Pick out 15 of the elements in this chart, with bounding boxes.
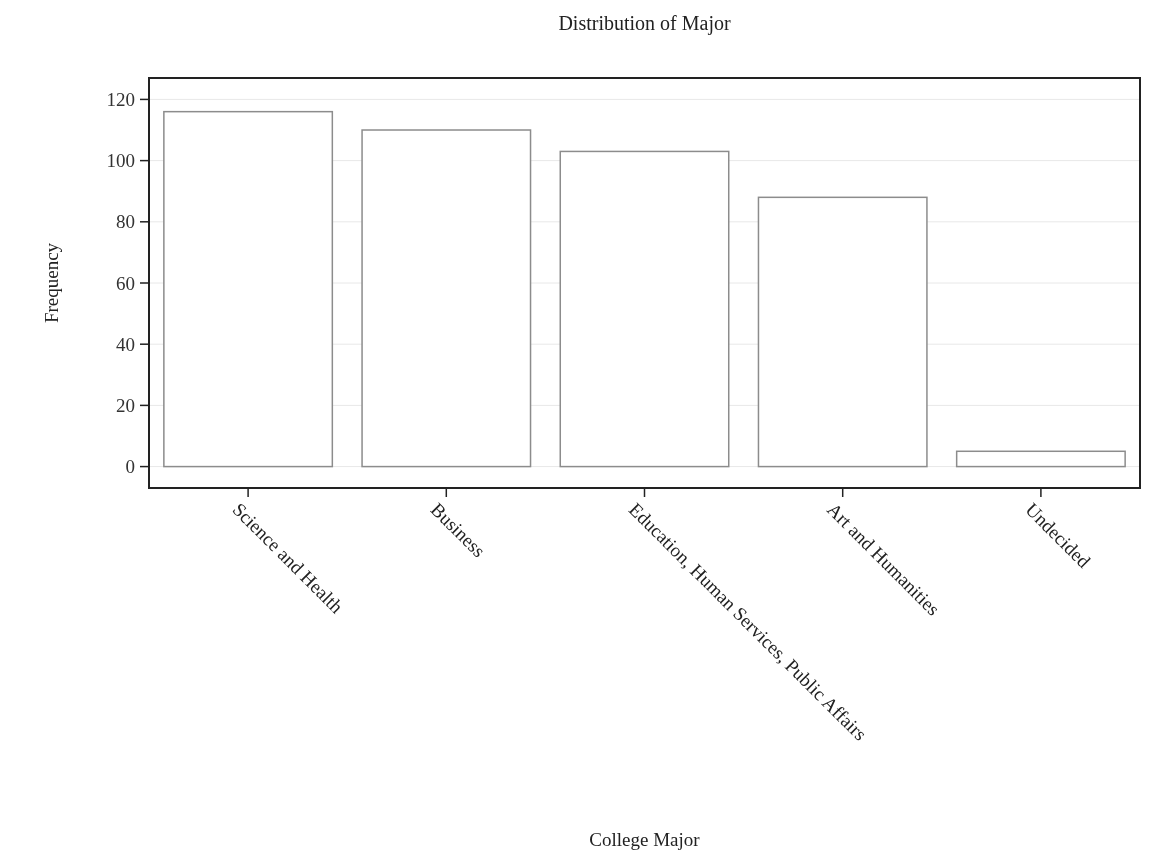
bar bbox=[163, 110, 334, 468]
x-axis-title: College Major bbox=[589, 829, 701, 850]
y-tick-label: 60 bbox=[116, 272, 135, 294]
chart-title: Distribution of Major bbox=[558, 12, 731, 35]
y-tick-label: 20 bbox=[116, 395, 135, 417]
bar bbox=[559, 150, 730, 468]
y-tick-label: 120 bbox=[106, 89, 135, 111]
y-tick-label: 100 bbox=[106, 150, 135, 172]
y-tick-label: 0 bbox=[125, 456, 135, 478]
bar bbox=[361, 129, 532, 468]
y-tick-label: 80 bbox=[116, 211, 135, 233]
y-axis-title: Frequency bbox=[41, 242, 62, 324]
y-tick-label: 40 bbox=[116, 333, 135, 355]
bar bbox=[757, 196, 928, 468]
bar bbox=[955, 450, 1126, 468]
